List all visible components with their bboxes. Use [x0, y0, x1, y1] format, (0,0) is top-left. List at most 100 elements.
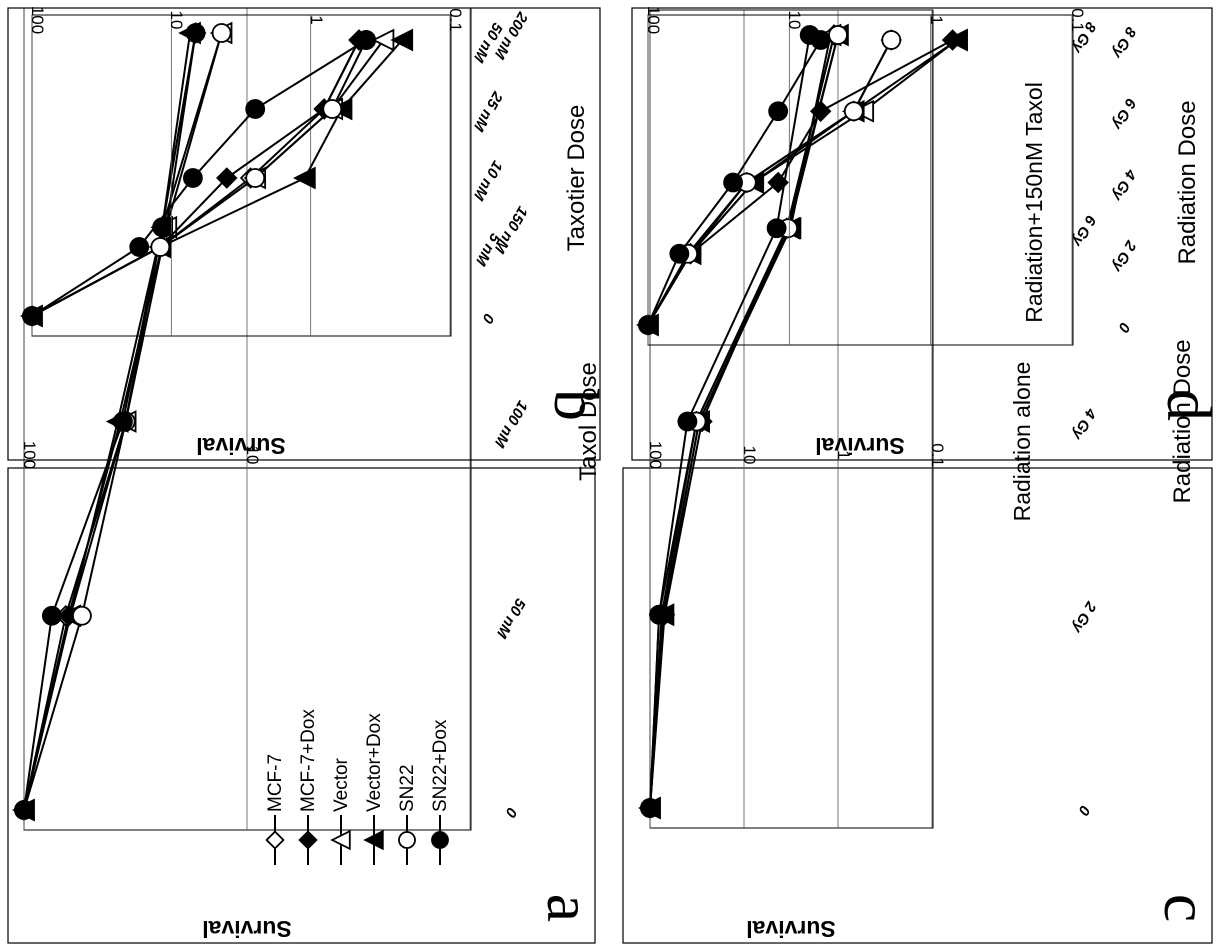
data-point [152, 217, 173, 238]
series-line [647, 39, 958, 326]
data-point [398, 831, 416, 849]
y-tick-label: 100 [646, 441, 665, 469]
data-point [766, 218, 787, 239]
data-point [945, 28, 968, 52]
data-point [809, 100, 832, 122]
data-point [330, 829, 351, 851]
panel-annotation: Radiation alone [1009, 362, 1035, 522]
x-tick-label: 4 Gy [1108, 166, 1140, 204]
panel-frame [7, 7, 601, 461]
x-tick-label: 6 Gy [1108, 95, 1139, 132]
data-point [768, 101, 789, 122]
y-tick-label: 10 [785, 11, 804, 30]
legend-item: Vector+Dox [363, 713, 385, 865]
y-tick-label: 0.1 [928, 443, 947, 467]
data-point [881, 30, 902, 50]
y-axis-title: Survival [202, 916, 292, 942]
y-tick-label: 1 [834, 450, 853, 459]
x-axis-title: Radiation Dose [1169, 339, 1196, 503]
legend-label: SN22+Dox [430, 719, 451, 812]
legend-label: SN22 [397, 764, 418, 812]
plot-area [31, 14, 452, 337]
plot-area [647, 14, 1074, 346]
x-tick-label: 0 [478, 310, 497, 326]
data-point [810, 30, 831, 50]
legend-item: Vector [330, 757, 352, 865]
legend-item: SN22+Dox [430, 719, 451, 865]
y-tick-label: 10 [740, 446, 759, 465]
data-point [669, 243, 690, 264]
data-point [150, 237, 171, 257]
panel-letter: b [541, 389, 612, 421]
x-tick-label: 0 [1074, 802, 1093, 818]
legend-item: MCF-7+Dox [298, 709, 319, 865]
data-point [113, 411, 133, 432]
data-point [245, 99, 266, 119]
data-point [71, 605, 92, 626]
series-vector [20, 28, 395, 328]
data-point [185, 23, 206, 43]
data-point [843, 101, 864, 122]
data-point [245, 168, 266, 188]
y-axis-title: Survival [746, 916, 836, 942]
panel-letter: c [1151, 894, 1217, 922]
legend-item: SN22 [397, 764, 418, 865]
series-sn22-dox [640, 25, 820, 818]
x-tick-label: 0 [1114, 319, 1133, 335]
data-point [41, 605, 62, 626]
panel-d: 100 10 1 0.1 0 2 Gy 4 Gy 6 Gy 8 Gy Radiation Dose… [631, 6, 1217, 461]
x-tick-label: 100 nM [491, 397, 531, 450]
plot-area [23, 7, 472, 831]
data-point [640, 798, 660, 818]
x-axis-title: Taxol Dose [575, 362, 602, 481]
data-point [14, 800, 34, 820]
panel-frame [631, 7, 1213, 461]
series-sn22-dox [638, 30, 831, 335]
data-point [390, 28, 414, 52]
y-tick-label: 100 [28, 6, 47, 34]
x-tick-label: 0 [501, 804, 520, 820]
data-point [265, 830, 285, 850]
panel-frame [622, 467, 1213, 944]
data-point [292, 166, 316, 190]
x-tick-label: 10 nM [470, 158, 506, 204]
data-point [183, 168, 203, 188]
y-tick-label: 0.1 [446, 8, 465, 32]
x-tick-label: 4 Gy [1068, 405, 1100, 443]
data-point [767, 171, 789, 194]
x-tick-label: 2 Gy [1108, 237, 1140, 275]
y-tick-label: 1 [0, 0, 5, 4]
y-tick-label: 0.1 [1068, 8, 1087, 32]
data-point [828, 25, 848, 45]
y-tick-label: 100 [20, 441, 39, 469]
series-vector-dox [12, 21, 201, 822]
legend: MCF-7 MCF-7+Dox Vector Vector+Dox SN22 SN22+D… [265, 709, 451, 865]
data-point [216, 167, 238, 189]
series-line [649, 34, 811, 809]
data-point [677, 411, 698, 432]
x-axis-title: Radiation Dose [1174, 100, 1201, 264]
y-axis-title: Survival [815, 433, 905, 459]
data-point [298, 830, 318, 850]
data-point [322, 99, 343, 119]
legend-label: Vector+Dox [364, 713, 385, 812]
series-line [647, 39, 958, 326]
x-axis-title: Taxotier Dose [563, 105, 590, 252]
series-sn22 [22, 30, 377, 326]
y-tick-label: 10 [167, 11, 186, 30]
data-point [723, 172, 743, 193]
x-tick-label: 2 Gy [1068, 598, 1100, 636]
data-point [22, 306, 42, 326]
x-tick-label: 25 nM [470, 88, 507, 135]
legend-label: MCF-7+Dox [298, 709, 319, 812]
data-point [638, 315, 658, 335]
panel-frame [7, 467, 596, 944]
data-point [356, 30, 377, 50]
data-point [431, 831, 449, 849]
panel-letter: d [1154, 389, 1217, 421]
data-point [129, 237, 150, 257]
data-point [363, 829, 384, 851]
